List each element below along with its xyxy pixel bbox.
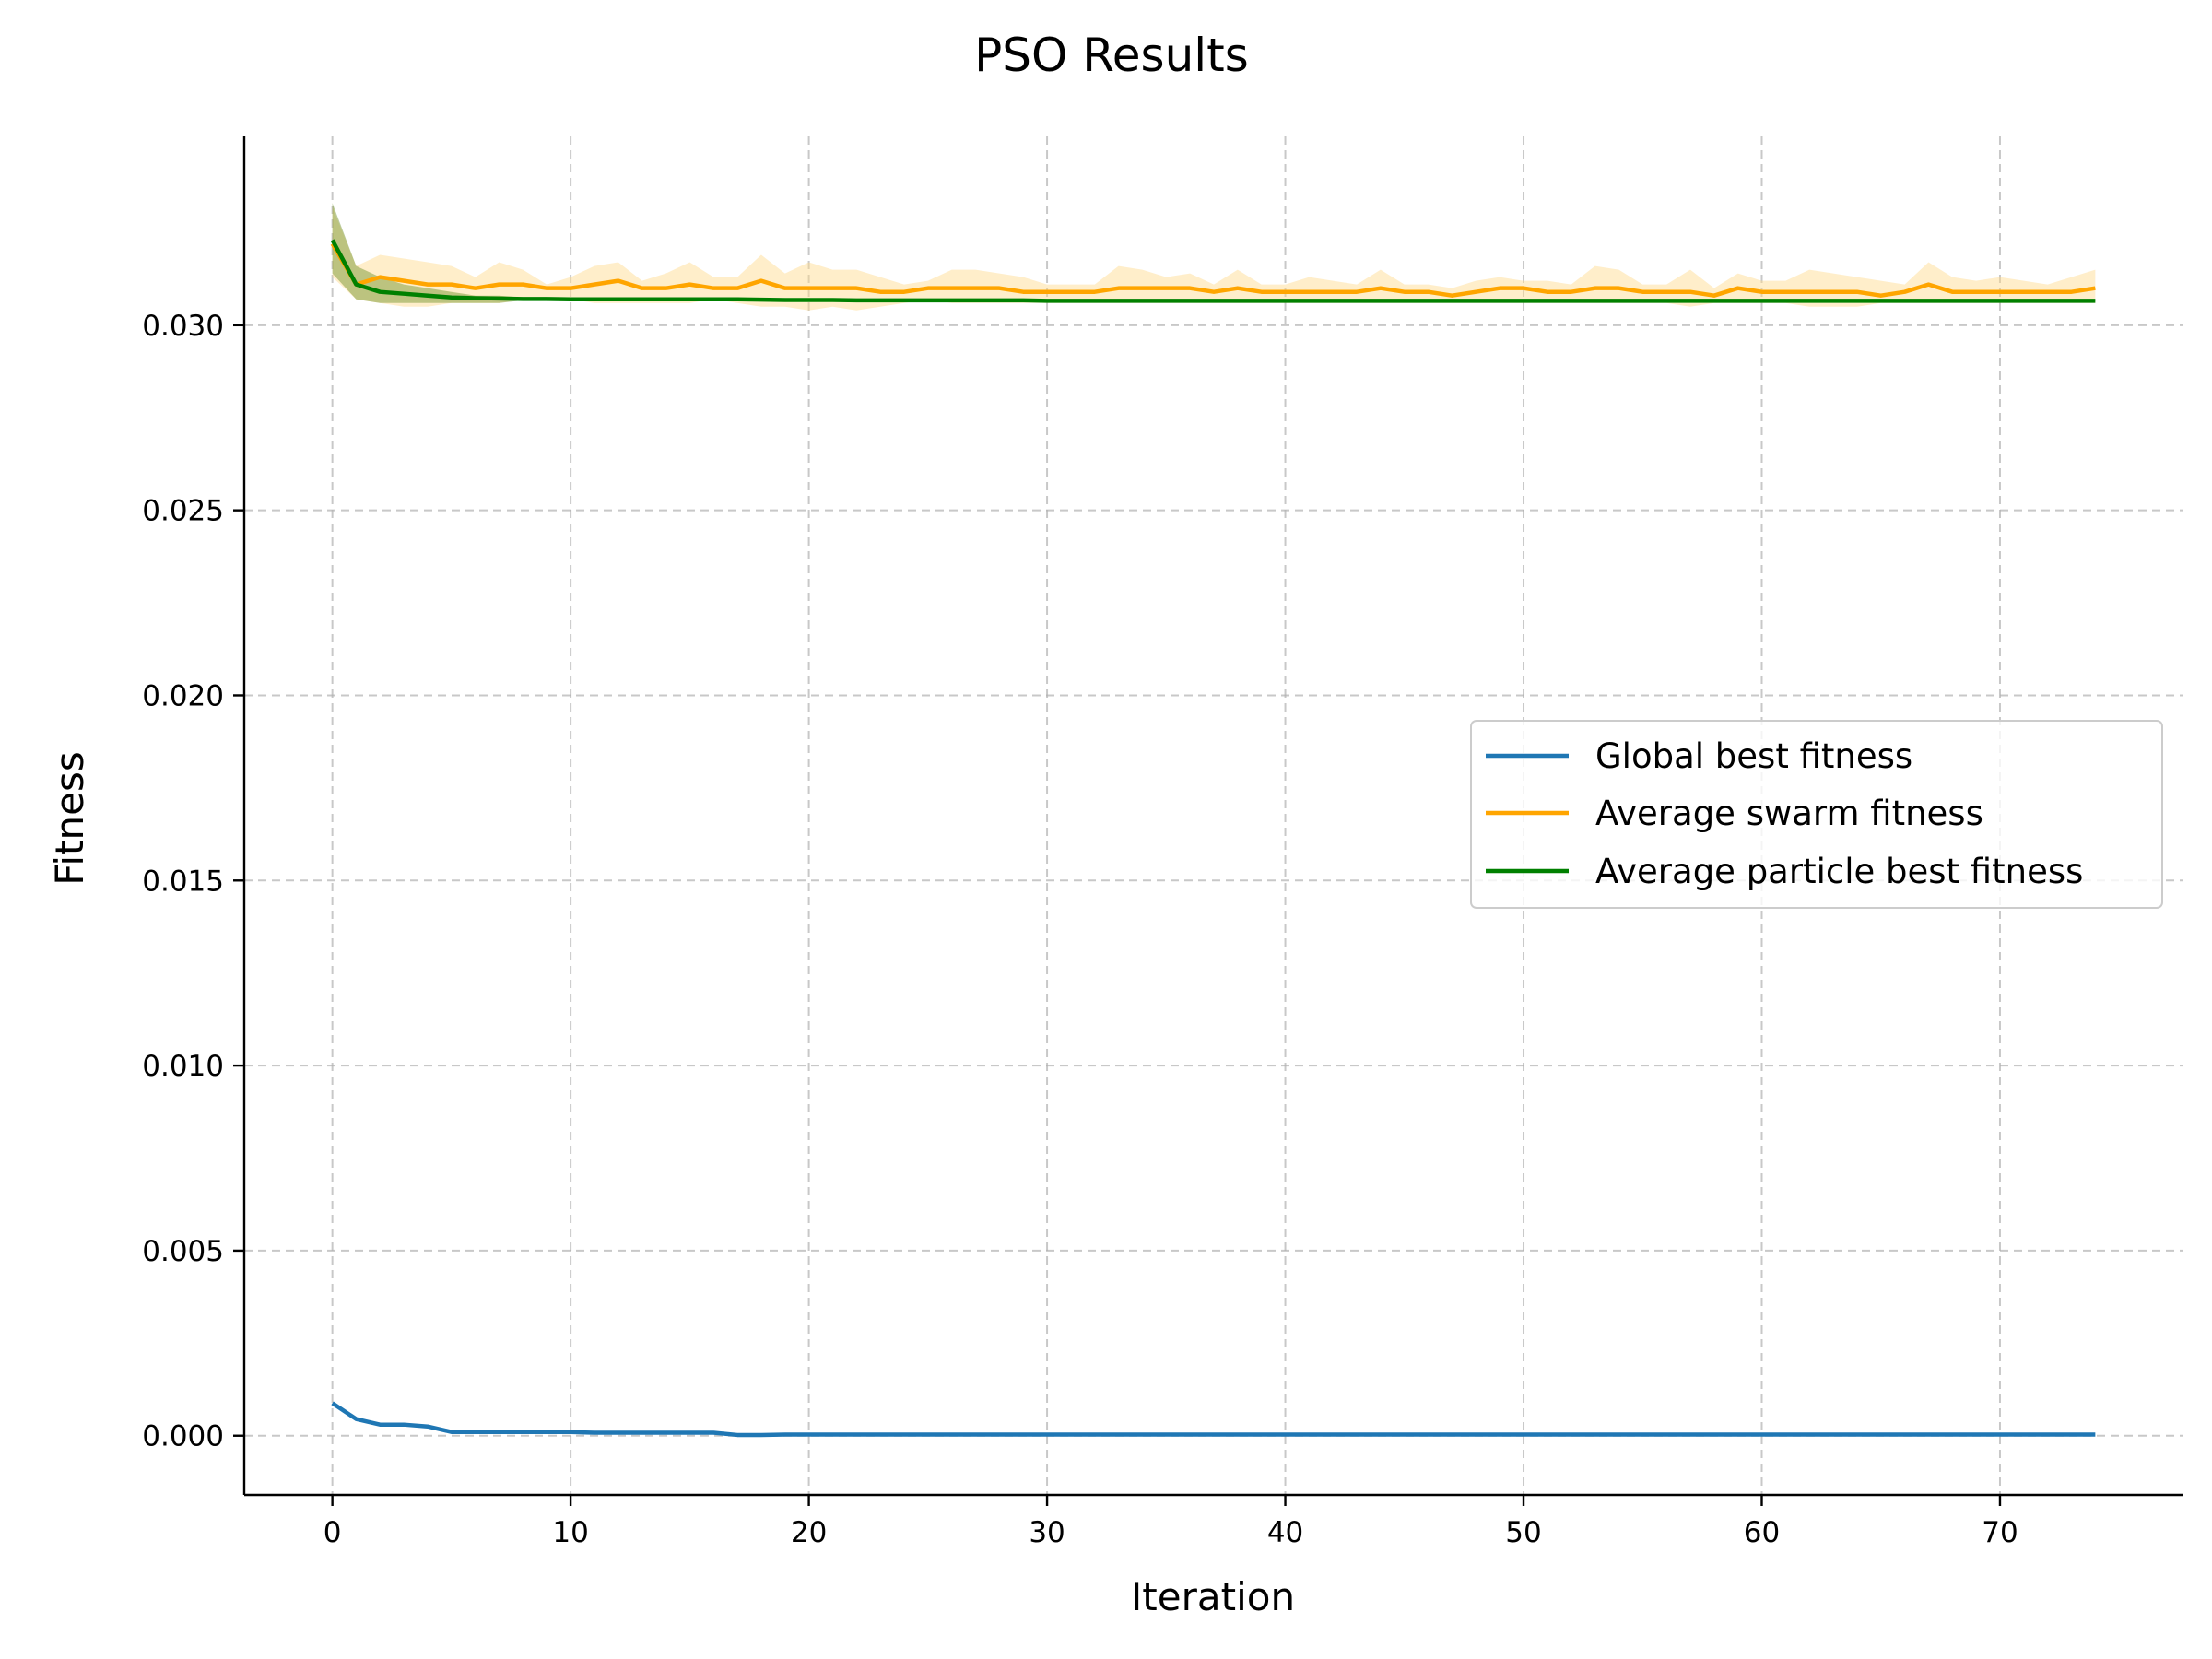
- y-tick-label: 0.030: [142, 310, 224, 343]
- legend-label-average-particle-best: Average particle best fitness: [1595, 852, 2083, 891]
- legend-box: [1470, 720, 2163, 909]
- chart-title: PSO Results: [974, 29, 1249, 82]
- y-tick-label: 0.005: [142, 1235, 224, 1268]
- y-tick-label: 0.010: [142, 1050, 224, 1083]
- legend-label-average-swarm: Average swarm fitness: [1595, 794, 1983, 833]
- x-tick-label: 70: [1982, 1516, 2018, 1549]
- y-tick-label: 0.020: [142, 679, 224, 712]
- legend: Global best fitness Average swarm fitnes…: [1470, 720, 2163, 909]
- legend-label-global-best: Global best fitness: [1595, 736, 1912, 776]
- y-tick-label: 0.015: [142, 865, 224, 898]
- x-tick-label: 50: [1505, 1516, 1541, 1549]
- x-tick-label: 40: [1267, 1516, 1303, 1549]
- y-tick-label: 0.000: [142, 1420, 224, 1453]
- x-axis-title: Iteration: [1131, 1574, 1295, 1619]
- y-tick-label: 0.025: [142, 495, 224, 528]
- grid-lines: [244, 136, 2183, 1495]
- x-tick-label: 30: [1029, 1516, 1065, 1549]
- line-average-particle-best-fitness: [330, 239, 2096, 303]
- x-tick-label: 10: [552, 1516, 588, 1549]
- x-axis-ticks: 0 10 20 30 40 50 60 70: [324, 1495, 2018, 1549]
- x-tick-label: 20: [791, 1516, 827, 1549]
- x-tick-label: 0: [324, 1516, 342, 1549]
- line-average-swarm-fitness: [330, 242, 2096, 298]
- x-tick-label: 60: [1744, 1516, 1780, 1549]
- y-axis-title: Fitness: [47, 751, 92, 885]
- series-lines: [330, 239, 2096, 1438]
- y-axis-ticks: 0.000 0.005 0.010 0.015 0.020 0.025 0.030: [142, 310, 244, 1453]
- line-global-best-fitness: [331, 1401, 2096, 1438]
- axes: [242, 136, 2183, 1497]
